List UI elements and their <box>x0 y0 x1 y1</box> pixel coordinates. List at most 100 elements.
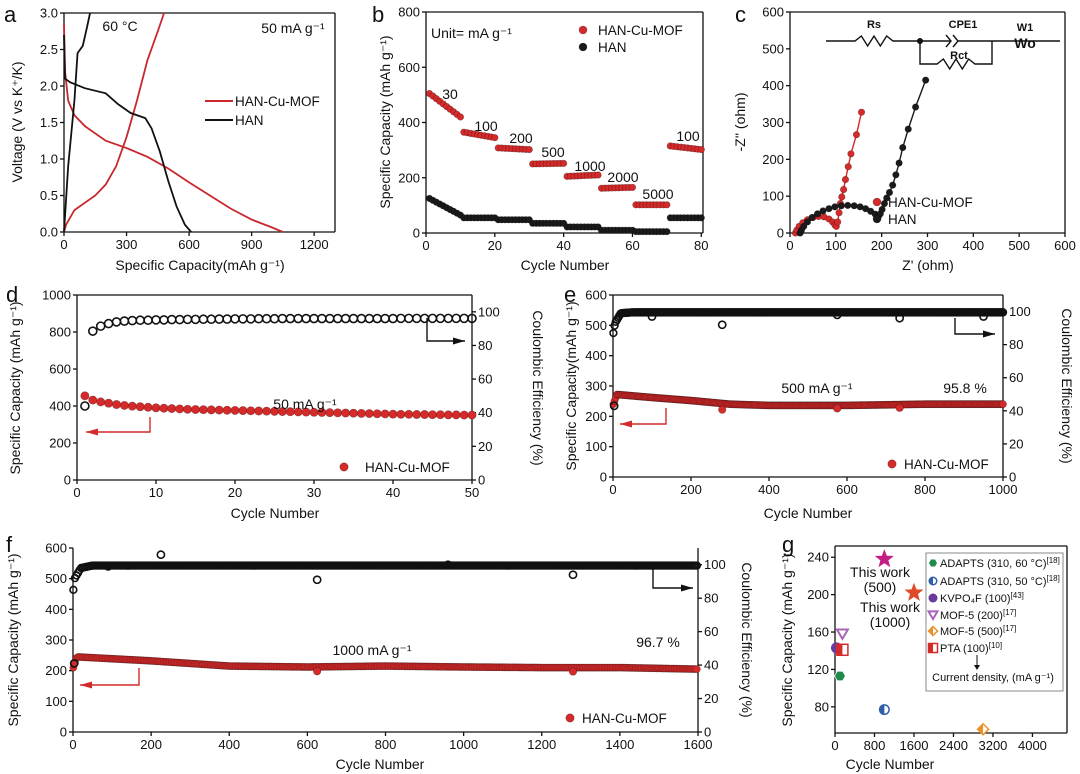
y2-tick-label: 60 <box>704 624 718 639</box>
legend-label: HAN-Cu-MOF <box>582 711 667 726</box>
hexagon-marker-icon <box>833 670 846 682</box>
cu-mof-point <box>844 163 852 171</box>
x-tick-label: 1200 <box>300 237 329 252</box>
ce-point <box>979 312 988 321</box>
y-tick-label: 0 <box>60 725 67 740</box>
ce-point <box>230 314 240 324</box>
cu-mof-point <box>835 209 843 217</box>
x-tick-label: 800 <box>864 738 886 753</box>
arrow-head-icon <box>681 584 693 592</box>
capacity-point <box>191 405 201 415</box>
y2-tick-label: 20 <box>478 439 492 454</box>
y-tick-label: 3.0 <box>40 6 58 21</box>
x-tick-label: 0 <box>786 238 793 253</box>
y2-tick-label: 60 <box>1009 370 1023 385</box>
ce-point <box>324 313 335 324</box>
capacity-point <box>388 409 398 419</box>
capacity-point <box>372 409 382 419</box>
legend-label: HAN-Cu-MOF <box>235 94 320 109</box>
capacity-point <box>692 665 701 674</box>
x-tick-label: 1600 <box>684 737 713 752</box>
y-axis-label: Specific Capacity (mAh g⁻¹) <box>377 35 393 208</box>
ce-point <box>356 313 367 324</box>
unit-label: Unit= mA g⁻¹ <box>431 25 512 41</box>
y-tick-label: 200 <box>762 152 784 167</box>
panel-c: 0 100 200 300 400 500 600 0 100 200 300 400 500 600 Z'… <box>732 2 1076 273</box>
y-axis-label: Voltage (V vs K⁺/K) <box>9 62 25 183</box>
y-tick-label: 600 <box>49 362 71 377</box>
y-tick-label: 2.0 <box>40 79 58 94</box>
x-tick-label: 60 <box>625 238 639 253</box>
legend-ref: [43] <box>1011 591 1024 600</box>
x-tick-label: 100 <box>825 238 847 253</box>
cu-mof-charge-curve <box>63 12 165 233</box>
y-tick-label: 0 <box>777 226 784 241</box>
current-density-label: 50 mA g⁻¹ <box>273 396 337 412</box>
y-tick-label: 600 <box>45 541 67 556</box>
han-point <box>904 125 912 133</box>
capacity-point <box>443 410 453 420</box>
rate-label: 100 <box>676 128 700 144</box>
capacity-point <box>230 405 240 415</box>
ce-point <box>80 401 90 411</box>
x-axis-label: Specific Capacity(mAh g⁻¹) <box>115 257 284 273</box>
cu-mof-point <box>560 159 568 167</box>
capacity-axis-arrow <box>86 417 151 433</box>
x-axis-label: Cycle Number <box>336 756 425 772</box>
y-tick-label: 100 <box>45 694 67 709</box>
ce-point <box>443 560 453 570</box>
y-tick-label: 0.5 <box>40 188 58 203</box>
x-axis-label: Cycle Number <box>846 756 935 772</box>
hexagon-marker-icon <box>928 558 938 568</box>
legend-marker <box>887 459 897 469</box>
y2-tick-label: 20 <box>1009 436 1023 451</box>
ce-point <box>190 314 201 325</box>
capacity-point <box>435 410 445 420</box>
han-point <box>899 143 907 152</box>
circuit-label: CPE1 <box>949 19 978 31</box>
ce-point <box>380 313 390 324</box>
x-tick-label: 600 <box>297 737 319 752</box>
ce-point <box>238 314 248 324</box>
capacity-point <box>833 404 842 413</box>
han-point <box>922 76 930 84</box>
x-tick-label: 0 <box>609 482 616 497</box>
retention-label: 96.7 % <box>636 634 680 650</box>
ce-point <box>443 313 454 324</box>
capacity-point <box>104 398 114 408</box>
han-point <box>885 188 894 197</box>
x-tick-label: 4000 <box>1018 738 1047 753</box>
y-tick-label: 400 <box>398 115 420 130</box>
cpe-symbol <box>945 34 952 48</box>
capacity-point <box>262 406 272 416</box>
legend-ref: [18] <box>1047 556 1060 565</box>
ce-point <box>69 659 79 668</box>
star-marker-icon <box>874 549 894 568</box>
ce-point <box>167 314 177 325</box>
x-tick-label: 0 <box>73 485 80 500</box>
capacity-point <box>119 400 129 410</box>
ce-point <box>103 318 114 329</box>
ce-point <box>459 313 469 324</box>
capacity-point <box>214 405 224 415</box>
ce-point <box>309 313 319 324</box>
capacity-point <box>254 406 264 416</box>
y2-tick-label: 100 <box>478 304 500 319</box>
legend-marker <box>872 214 882 224</box>
panel-label: f <box>6 532 13 557</box>
legend-ref: [10] <box>989 641 1002 650</box>
arrow-head-icon <box>974 665 980 670</box>
ce-axis-arrow <box>426 318 465 342</box>
y-tick-label: 80 <box>815 699 829 714</box>
legend-label: MOF-5 (200)[17] <box>940 608 1016 622</box>
han-point <box>889 181 897 189</box>
capacity-axis-arrow <box>620 408 667 425</box>
han-point <box>892 171 900 179</box>
x-tick-label: 900 <box>241 237 263 252</box>
rate-label: 1000 <box>574 158 605 174</box>
y2-tick-label: 80 <box>478 338 492 353</box>
y-tick-label: 240 <box>807 550 829 565</box>
x-tick-label: 400 <box>758 482 780 497</box>
ce-point <box>692 561 702 570</box>
